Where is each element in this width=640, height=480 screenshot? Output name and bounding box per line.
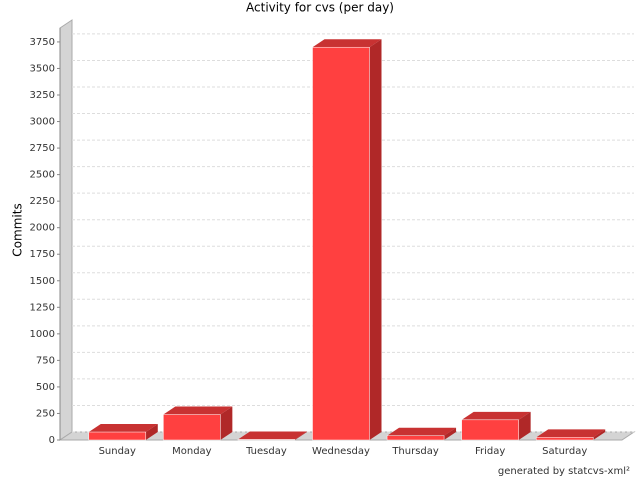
side-wall: [59, 19, 73, 441]
y-tick-label: 1500: [30, 276, 55, 287]
bar-side: [294, 431, 307, 440]
x-tick-label: Sunday: [99, 446, 136, 457]
y-tick-label: 2250: [30, 196, 55, 207]
bar: [88, 431, 147, 441]
y-tick-label: 0: [49, 435, 55, 446]
y-tick-label: 1000: [30, 329, 55, 340]
bar: [535, 437, 594, 441]
bar-side: [145, 424, 158, 440]
bar-top: [461, 411, 531, 420]
bar: [237, 439, 296, 441]
y-tick-label: 1750: [30, 249, 55, 260]
bar-top: [536, 429, 606, 438]
bar-side: [220, 406, 233, 440]
y-tick-label: 3750: [30, 37, 55, 48]
bar-side: [444, 427, 457, 440]
bar-side: [369, 39, 382, 440]
y-tick-label: 1250: [30, 302, 55, 313]
bar-top: [312, 39, 382, 48]
footer: generated by statcvs-xml²: [498, 466, 630, 477]
bar-top: [88, 424, 158, 433]
x-tick-label: Monday: [172, 446, 212, 457]
bar: [163, 414, 221, 441]
bar: [386, 435, 445, 441]
y-tick-label: 500: [36, 382, 55, 393]
y-tick-label: 2500: [30, 170, 55, 181]
bar-side: [593, 429, 606, 440]
bar: [461, 419, 519, 441]
chart-title: Activity for cvs (per day): [246, 1, 394, 15]
bar: [312, 46, 370, 441]
bar-top: [387, 427, 457, 436]
bar-top: [237, 431, 307, 440]
bar-top: [163, 406, 233, 415]
y-tick-label: 3500: [30, 63, 55, 74]
y-tick-label: 2750: [30, 143, 55, 154]
x-tick-label: Friday: [475, 446, 505, 457]
y-tick-label: 250: [36, 408, 55, 419]
x-tick-label: Thursday: [391, 446, 439, 457]
y-axis-label: Commits: [11, 203, 25, 256]
y-tick-label: 750: [36, 355, 55, 366]
bar-side: [518, 411, 531, 440]
x-tick-label: Tuesday: [245, 446, 287, 457]
x-tick-label: Wednesday: [312, 446, 370, 457]
y-tick-label: 3000: [30, 117, 55, 128]
y-tick-label: 2000: [30, 223, 55, 234]
x-tick-label: Saturday: [542, 446, 587, 457]
y-tick-label: 3250: [30, 90, 55, 101]
